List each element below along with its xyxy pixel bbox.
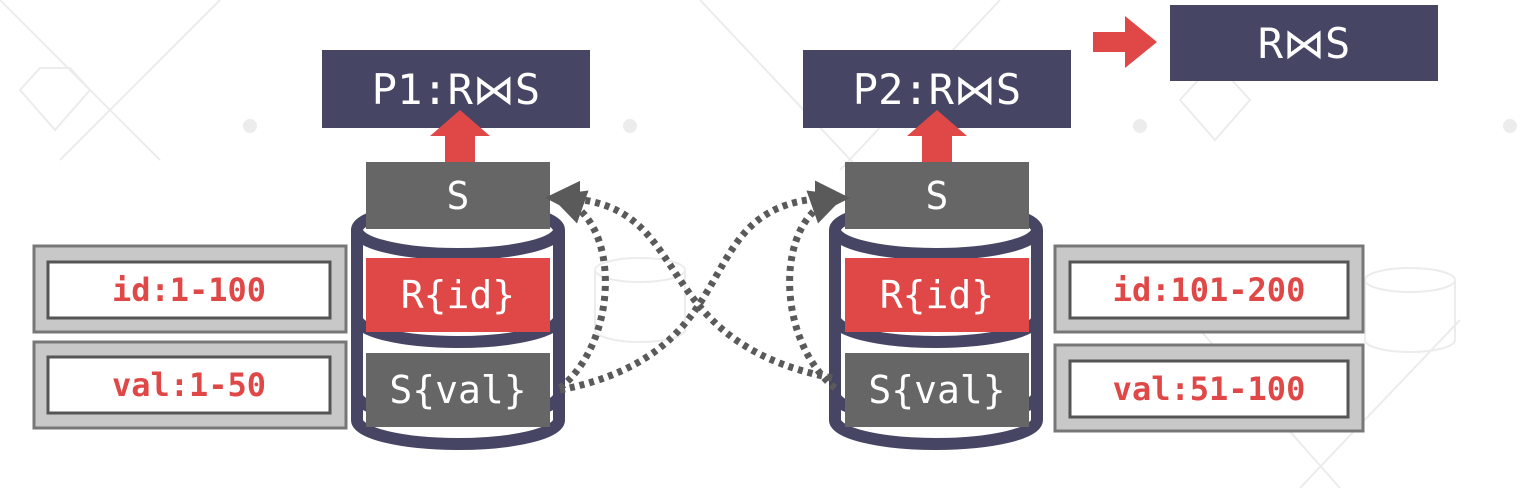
- node-1-partition-s-label: S{val}: [389, 368, 527, 412]
- arrow-up-icon: [430, 110, 490, 172]
- node-1-partition-r-label: R{id}: [400, 273, 516, 317]
- node-1-partition-r: [366, 258, 550, 332]
- node-2-range-val-box: [1053, 343, 1365, 433]
- node-1: [32, 50, 590, 450]
- node-2-partition-s: [845, 353, 1029, 427]
- result-box: [1170, 5, 1438, 81]
- node-2-partition-s-label: S{val}: [868, 368, 1006, 412]
- node-1-title: P1:R⋈S: [371, 64, 541, 114]
- node-1-top-block: [366, 162, 550, 229]
- node-1-range-val-box: [32, 340, 348, 430]
- arrow-right-icon: [1093, 16, 1157, 68]
- node-1-top-block-label: S: [446, 173, 470, 218]
- node-2: [803, 50, 1365, 450]
- node-2-title: P2:R⋈S: [852, 64, 1022, 114]
- transfer-s-node1-to-node2: [559, 180, 850, 394]
- dotted-transfer-arrow-icon: [545, 180, 850, 394]
- node-2-range-id-box: [1053, 244, 1365, 334]
- arrow-up-icon: [907, 110, 967, 172]
- node-2-top-block: [845, 162, 1029, 229]
- node-1-range-val: val:1-50: [111, 366, 267, 404]
- node-2-top-block-label: S: [925, 173, 949, 218]
- node-2-range-id: id:101-200: [1112, 271, 1306, 309]
- node-1-range-id-box: [32, 244, 348, 334]
- node-1-loop: [549, 190, 609, 391]
- result-label: R⋈S: [1257, 18, 1351, 68]
- transfer-s-node2-to-node1: [545, 180, 833, 382]
- node-2-loop: [786, 190, 846, 391]
- node-2-partition-r: [845, 258, 1029, 332]
- node-2-range-val: val:51-100: [1112, 370, 1306, 408]
- node-1-partition-s: [366, 353, 550, 427]
- node-1-range-id: id:1-100: [111, 271, 267, 309]
- node-2-partition-r-label: R{id}: [879, 273, 995, 317]
